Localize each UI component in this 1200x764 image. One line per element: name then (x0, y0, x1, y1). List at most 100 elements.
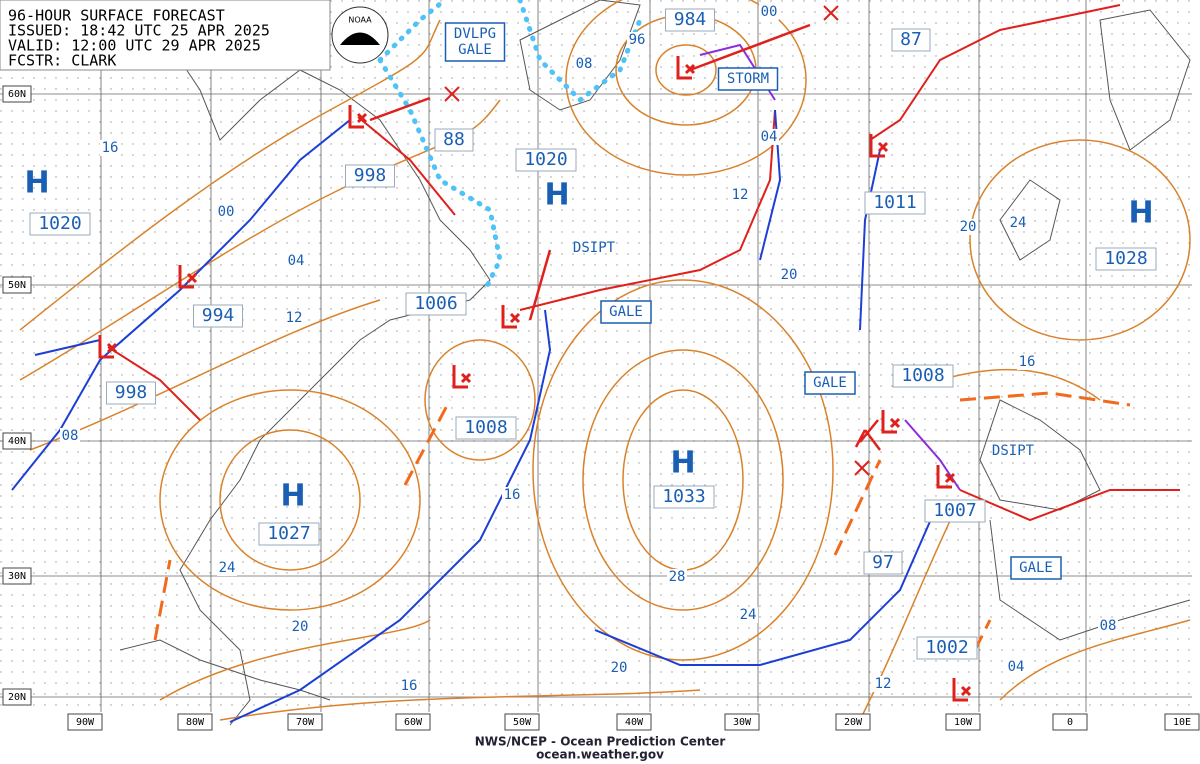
lon-label-box (945, 713, 981, 731)
isobar-label-bg (873, 676, 893, 692)
pressure-label: 1002 (925, 637, 968, 658)
pressure-label-bg (434, 128, 474, 152)
pressure-label: 994 (202, 305, 235, 326)
high-symbol: H (280, 479, 305, 514)
cold-front (229, 309, 552, 723)
lon-label-box (177, 713, 213, 731)
lat-label-box (2, 85, 32, 103)
isobar-label: 16 (504, 487, 521, 503)
lon-label-box (287, 713, 323, 731)
isobar-label: 08 (576, 56, 593, 72)
coastline (149, 39, 491, 726)
low-symbol (501, 305, 521, 329)
isobar-label: 08 (1100, 618, 1117, 634)
issued: ISSUED: 18:42 UTC 25 APR 2025 (8, 22, 270, 40)
warning-box (600, 300, 652, 324)
isobar-label: 24 (219, 560, 236, 576)
isobar-label-bg (574, 56, 594, 72)
annotation: DSIPT (992, 443, 1035, 459)
lat-label: 40N (8, 436, 26, 447)
isobar-label: 12 (732, 187, 749, 203)
lon-label: 0 (1067, 717, 1073, 728)
lon-label-box (1164, 713, 1200, 731)
lon-label-box (67, 713, 103, 731)
isobar-label: 04 (288, 253, 305, 269)
pressure-label-bg (1095, 247, 1157, 271)
isobar-label-bg (217, 560, 237, 576)
warning-box (804, 371, 856, 395)
isobar-label-bg (779, 267, 799, 283)
isobar-label-bg (627, 32, 647, 48)
high-symbol: H (670, 446, 695, 481)
pressure-label-bg (864, 191, 926, 215)
warning-label: GALE (813, 375, 847, 391)
lon-label: 20W (844, 717, 863, 728)
pressure-label: 1033 (662, 486, 705, 507)
low-symbol (952, 678, 972, 702)
coastline (519, 0, 641, 111)
pressure-label: 1008 (464, 417, 507, 438)
lat-label-box (2, 276, 32, 294)
pressure-label-bg (345, 164, 395, 188)
header-box (0, 0, 331, 71)
pressure-label: 1007 (933, 500, 976, 521)
pressure-label-bg (106, 381, 156, 405)
title: 96-HOUR SURFACE FORECAST (8, 7, 225, 25)
isobar-label: 00 (761, 4, 778, 20)
isobar-label-bg (216, 204, 236, 220)
warning-label: GALE (458, 42, 492, 58)
isobar (424, 339, 536, 461)
pressure-label-bg (863, 551, 903, 575)
isobar-label: 96 (629, 32, 646, 48)
isobar-label-bg (290, 619, 310, 635)
warning-label: STORM (727, 71, 769, 87)
isobar-label: 04 (1008, 659, 1025, 675)
lat-lon-grid (0, 0, 1192, 712)
low-symbol (178, 265, 198, 289)
low-symbol (452, 365, 472, 389)
pressure-label-bg (916, 636, 978, 660)
lon-label: 50W (513, 717, 532, 728)
logo-gull (340, 32, 380, 45)
isobar-label: 16 (401, 678, 418, 694)
lon-label-box (1052, 713, 1088, 731)
isobar-label: 20 (960, 219, 977, 235)
isobar (219, 689, 701, 721)
pressure-label: 998 (115, 382, 148, 403)
isobar-label-bg (958, 219, 978, 235)
cold-front (859, 149, 881, 331)
fronts (11, 0, 1180, 723)
isobar (219, 429, 361, 571)
warm-front (869, 4, 1121, 141)
isobar (655, 44, 717, 96)
lon-label: 40W (625, 717, 644, 728)
isobar-label-bg (399, 678, 419, 694)
lon-label: 90W (76, 717, 95, 728)
isobar-label: 12 (875, 676, 892, 692)
lon-label: 10W (954, 717, 973, 728)
low-symbol (881, 410, 901, 434)
lon-label: 30W (733, 717, 752, 728)
high-symbol: H (24, 166, 49, 201)
isobar-label-bg (609, 660, 629, 676)
warning-label: GALE (609, 304, 643, 320)
isobar-label-bg (502, 487, 522, 503)
dot-grid (0, 0, 1192, 712)
pressure-label: 88 (443, 129, 465, 150)
isobar-label: 00 (218, 204, 235, 220)
isobar-label: 24 (740, 607, 757, 623)
pressure-label: 1011 (873, 192, 916, 213)
isobar-label-bg (1008, 215, 1028, 231)
high-symbol: H (544, 178, 569, 213)
isobar-label-bg (284, 310, 304, 326)
lon-label-box (835, 713, 871, 731)
cold-front (594, 509, 936, 666)
high-symbol: H (1128, 196, 1153, 231)
isobars (19, 0, 1191, 721)
pressure-label-bg (258, 522, 320, 546)
warm-front (959, 489, 1180, 522)
lat-label-box (2, 432, 32, 450)
isobar-label-bg (1098, 618, 1118, 634)
footer-url: ocean.weather.gov (536, 748, 664, 762)
